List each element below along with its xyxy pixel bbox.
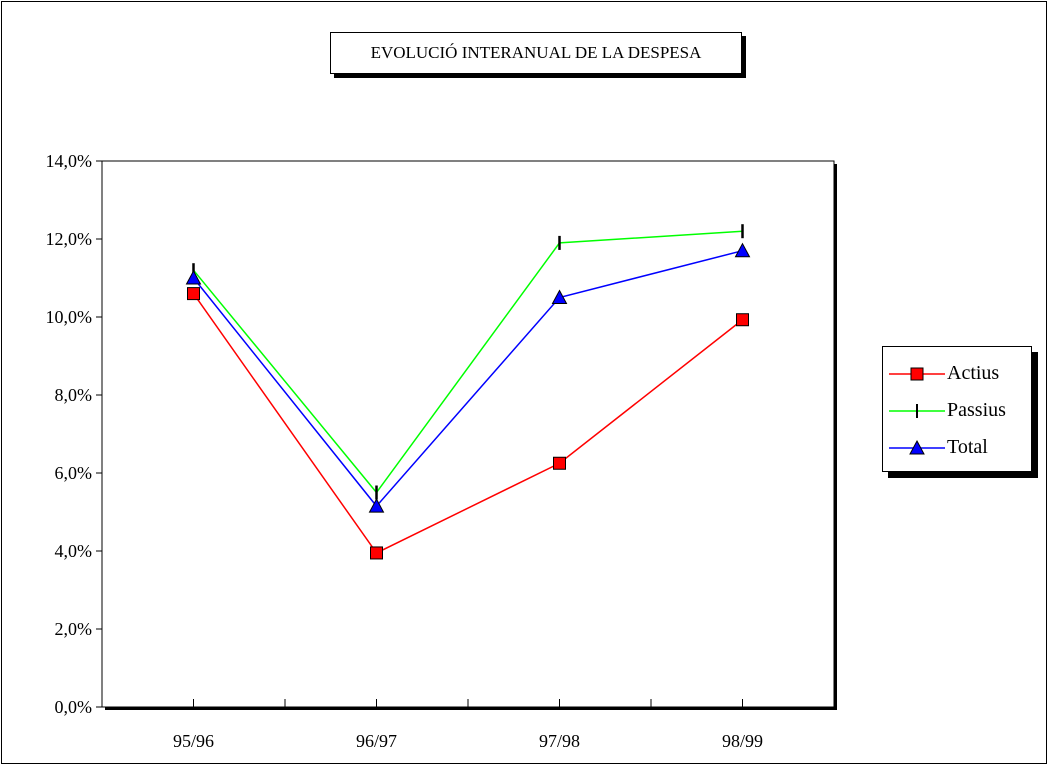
- y-tick-label: 2,0%: [55, 619, 93, 639]
- point-total: [551, 289, 568, 304]
- point-actius: [187, 287, 200, 301]
- series-line-actius: [192, 293, 743, 554]
- x-axis: 95/96 96/97 97/98 98/99: [101, 699, 835, 751]
- legend-swatch-total-icon: [889, 439, 945, 454]
- legend-item-actius: Actius: [883, 355, 1031, 392]
- y-tick-label: 8,0%: [55, 385, 93, 405]
- plot-area: [101, 160, 835, 708]
- y-tick-label: 12,0%: [46, 229, 93, 249]
- point-actius: [370, 546, 383, 560]
- legend-item-total: Total: [883, 429, 1031, 466]
- series-total: [185, 242, 751, 513]
- point-actius: [736, 313, 749, 327]
- y-tick-label: 10,0%: [46, 307, 93, 327]
- plot-shadow-right: [834, 164, 837, 710]
- x-tick-label: 95/96: [173, 731, 214, 751]
- y-tick-label: 4,0%: [55, 541, 93, 561]
- chart-title: EVOLUCIÓ INTERANUAL DE LA DESPESA: [370, 43, 702, 62]
- legend-swatch-passius-icon: [889, 403, 945, 418]
- legend-item-passius: Passius: [883, 392, 1031, 429]
- series-layer: [185, 224, 751, 560]
- point-total: [368, 498, 385, 513]
- y-axis: 0,0% 2,0% 4,0% 6,0% 8,0% 10,0% 12,0% 14,0%: [46, 151, 102, 717]
- x-tick-label: 96/97: [356, 731, 397, 751]
- legend-swatch-actius-icon: [889, 367, 945, 380]
- chart-title-box: EVOLUCIÓ INTERANUAL DE LA DESPESA: [330, 32, 742, 74]
- legend-label-passius: Passius: [947, 399, 1006, 421]
- series-line-total: [192, 249, 743, 508]
- legend-label-actius: Actius: [947, 362, 1000, 384]
- point-total: [734, 242, 751, 258]
- legend: Actius Passius Total: [882, 346, 1032, 472]
- legend-label-total: Total: [947, 436, 988, 458]
- x-tick-label: 98/99: [722, 731, 763, 751]
- y-tick-label: 14,0%: [46, 151, 93, 171]
- y-tick-label: 0,0%: [55, 697, 93, 717]
- plot-shadow-bottom: [105, 707, 837, 710]
- point-total: [185, 269, 202, 285]
- series-line-passius: [192, 230, 743, 494]
- series-actius: [187, 287, 749, 560]
- point-actius: [553, 456, 566, 470]
- y-tick-label: 6,0%: [55, 463, 93, 483]
- x-tick-label: 97/98: [539, 731, 580, 751]
